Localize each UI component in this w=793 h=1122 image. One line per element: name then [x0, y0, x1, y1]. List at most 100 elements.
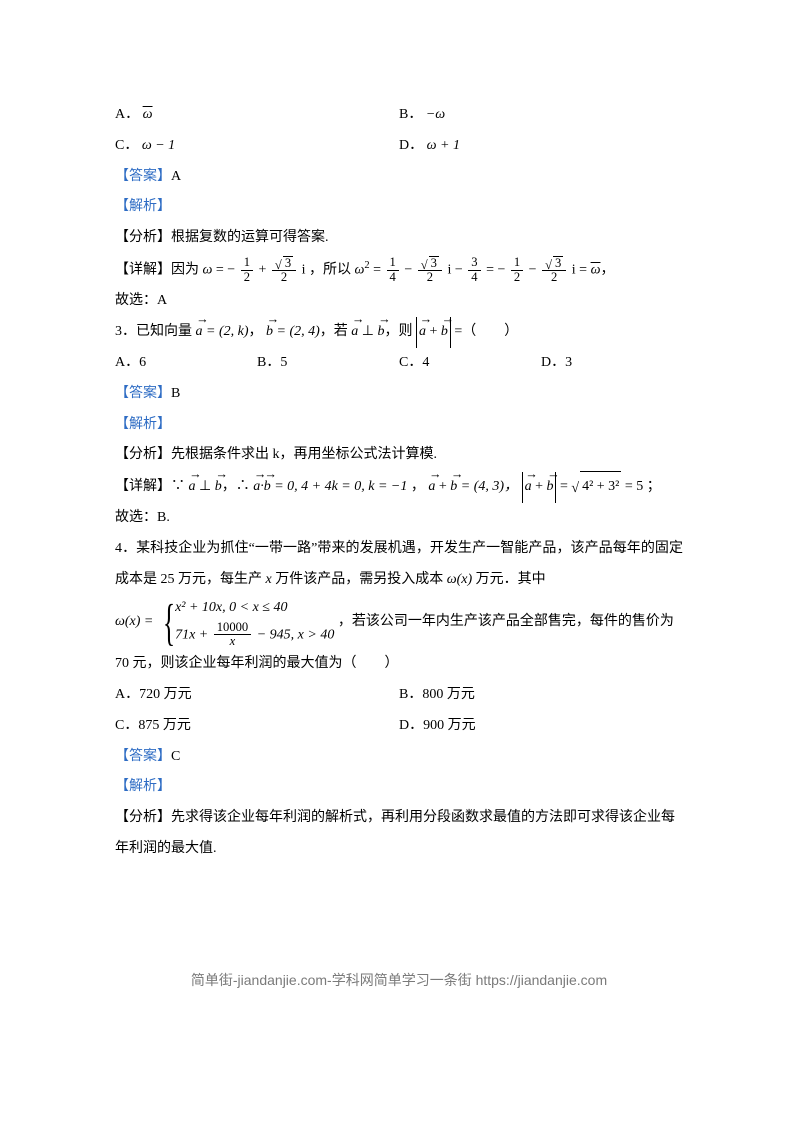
val: 3: [565, 355, 572, 370]
val: 6: [139, 355, 146, 370]
piecewise-lhs: ω(x) =: [115, 615, 157, 630]
option-d-val: ω + 1: [427, 138, 460, 153]
frac-r3-2b: √32: [418, 256, 442, 286]
q3-a-val: = (2, k): [206, 324, 249, 339]
sqrt-val: 4² + 3²: [580, 471, 621, 503]
brace-icon: {: [163, 602, 175, 642]
page-content: A． ω B． −ω C． ω − 1 D． ω + 1 【答案】A 【解析】 …: [0, 0, 793, 1036]
q3-answer: 【答案】B: [115, 379, 683, 410]
piecewise: { x² + 10x, 0 < x ≤ 40 71x + 10000x − 94…: [157, 595, 334, 649]
q4-stem: 4．某科技企业为抓住“一带一路”带来的发展机遇，开发生产一智能产品，该产品每年的…: [115, 534, 683, 596]
vector-a2: a: [351, 317, 358, 348]
val: 4: [422, 355, 429, 370]
c1: ，: [249, 324, 263, 339]
option-a-val: ω: [143, 107, 153, 122]
frac-1-4: 14: [387, 256, 399, 285]
xiangjie-label: 【详解】: [115, 263, 171, 278]
label: D．: [399, 718, 423, 733]
sqrt-val: 3: [429, 256, 439, 271]
frac-r3-2c: √32: [542, 256, 566, 286]
xiangjie-tail: ，: [600, 263, 614, 278]
omega-sym: ω: [203, 263, 213, 278]
sqrt-val: 3: [553, 256, 563, 271]
vec-a: a: [189, 472, 196, 503]
fenxi-label: 【分析】: [115, 447, 171, 462]
eq5: = 5: [621, 479, 643, 494]
label: A．: [115, 355, 139, 370]
q4-piecewise-line: ω(x) = { x² + 10x, 0 < x ≤ 40 71x + 1000…: [115, 595, 683, 680]
num: 1: [387, 256, 399, 271]
radical-icon: √: [545, 259, 552, 273]
num: 1: [241, 256, 253, 271]
case2b: − 945, x > 40: [253, 627, 334, 642]
vec-b4: b: [546, 472, 553, 503]
val: 875 万元: [138, 718, 191, 733]
omega-conj: ω: [591, 263, 601, 278]
den: 2: [542, 271, 566, 285]
fenxi-text: 先根据条件求出 k，再用坐标公式法计算模.: [171, 447, 437, 462]
q-prev-xiangjie: 【详解】因为 ω = − 12 + √32 i ，所以 ω2 = 14 − √3…: [115, 254, 683, 286]
case1: x² + 10x, 0 < x ≤ 40: [175, 600, 287, 615]
sq: 2: [364, 260, 369, 271]
q4-option-a: A．720 万元: [115, 680, 399, 711]
den: 2: [511, 271, 523, 285]
frac-1-2b: 12: [511, 256, 523, 285]
answer-val: C: [171, 749, 180, 764]
q-prev-jiexi: 【解析】: [115, 192, 683, 223]
den: 4: [387, 271, 399, 285]
q3-num: 3．: [115, 324, 136, 339]
den: 2: [272, 271, 296, 285]
option-a-label: A．: [115, 107, 139, 122]
radical-icon: √: [421, 259, 428, 273]
num: 10000: [214, 621, 251, 636]
frac-1-2: 12: [241, 256, 253, 285]
option-d-label: D．: [399, 138, 423, 153]
q4-option-d: D．900 万元: [399, 711, 683, 742]
option-d: D． ω + 1: [399, 131, 683, 162]
vector-b2: b: [377, 317, 384, 348]
option-c-val: ω − 1: [142, 138, 175, 153]
option-c-label: C．: [115, 138, 138, 153]
label: B．: [399, 687, 422, 702]
q4-omega: ω(x): [447, 572, 472, 587]
label: C．: [115, 718, 138, 733]
frac-3-4: 34: [468, 256, 480, 285]
eqv: = (4, 3)，: [457, 479, 518, 494]
q3-jiexi: 【解析】: [115, 410, 683, 441]
vector-a: a: [196, 317, 203, 348]
fenxi-label: 【分析】: [115, 230, 171, 245]
page-footer: 简单街-jiandanjie.com-学科网简单学习一条街 https://ji…: [115, 965, 683, 996]
q3-stem: 3．已知向量 a = (2, k)， b = (2, 4)，若 a ⊥ b，则 …: [115, 317, 683, 348]
fenxi-text: 根据复数的运算可得答案.: [171, 230, 329, 245]
eq0: = 0, 4 + 4k = 0, k = −1: [271, 479, 408, 494]
q4-s3: 万元．其中: [472, 572, 546, 587]
option-c: C． ω − 1: [115, 131, 399, 162]
fenxi-text: 先求得该企业每年利润的解析式，再利用分段函数求最值的方法即可求得该企业每年利润的…: [115, 810, 675, 856]
val: 800 万元: [422, 687, 475, 702]
option-b: B． −ω: [399, 100, 683, 131]
q4-num: 4．: [115, 541, 136, 556]
q3-options: A．6 B．5 C．4 D．3: [115, 348, 683, 379]
num: √3: [418, 256, 442, 272]
frac-r3-2: √32: [272, 256, 296, 286]
label: B．: [257, 355, 280, 370]
q3-option-c: C．4: [399, 348, 541, 379]
val: 5: [280, 355, 287, 370]
q3-option-b: B．5: [257, 348, 399, 379]
vec-b2: b: [264, 472, 271, 503]
omega-sq: ω: [355, 263, 365, 278]
q3-tail: =（ ）: [451, 324, 518, 339]
q3-xiangjie: 【详解】∵ a ⊥ b，∴ a·b = 0, 4 + 4k = 0, k = −…: [115, 471, 683, 503]
xiangjie-mid: ，所以: [309, 263, 351, 278]
vec-a4: a: [525, 472, 532, 503]
label: C．: [399, 355, 422, 370]
vec-b3: b: [450, 472, 457, 503]
frac-10000-x: 10000x: [214, 621, 251, 650]
tail: ；: [643, 479, 661, 494]
q3-option-d: D．3: [541, 348, 683, 379]
abs-sum2: a + b: [522, 472, 557, 503]
den: 2: [241, 271, 253, 285]
sqrt-val: 3: [283, 256, 293, 271]
q3-t1: 已知向量: [136, 324, 192, 339]
option-b-label: B．: [399, 107, 422, 122]
